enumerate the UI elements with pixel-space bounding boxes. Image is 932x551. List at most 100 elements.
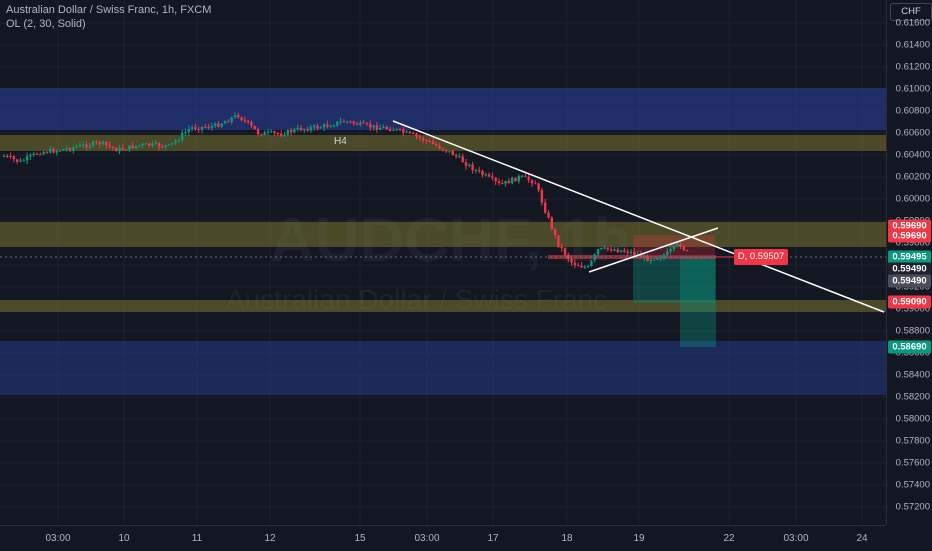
price-tag[interactable]: 0.59490 bbox=[888, 274, 931, 288]
candle-body bbox=[237, 115, 240, 118]
candle-body bbox=[12, 156, 16, 160]
candle-body bbox=[676, 244, 679, 246]
price-axis[interactable]: CHF 0.61600 0.61400 0.61200 0.61000 0.60800 0… bbox=[886, 0, 932, 525]
time-label: 24 bbox=[856, 533, 868, 544]
price-tick: 0.59600 bbox=[895, 237, 930, 249]
candle-body bbox=[309, 127, 313, 131]
candle-body bbox=[560, 246, 563, 249]
candle-body bbox=[29, 154, 32, 157]
candle-body bbox=[431, 141, 435, 144]
candle-body bbox=[586, 266, 590, 268]
candle-body bbox=[514, 177, 517, 182]
candle-body bbox=[679, 244, 682, 247]
candle-body bbox=[230, 117, 233, 122]
candle-body bbox=[124, 149, 128, 151]
candle-body bbox=[313, 125, 316, 128]
candle-body bbox=[606, 247, 610, 250]
candle-body bbox=[428, 140, 431, 142]
candle-body bbox=[481, 170, 484, 175]
supply-zone-upper[interactable] bbox=[0, 88, 886, 130]
candle-body bbox=[167, 143, 171, 146]
time-label: 18 bbox=[561, 533, 573, 544]
price-tag[interactable]: 0.58690 bbox=[888, 340, 931, 354]
candle-body bbox=[619, 250, 623, 253]
stop-loss-area[interactable] bbox=[633, 235, 715, 255]
candle-body bbox=[395, 128, 398, 131]
candle-body bbox=[326, 124, 329, 127]
candle-body bbox=[547, 212, 550, 218]
candle-body bbox=[200, 126, 204, 130]
price-tag[interactable]: 0.59490 bbox=[888, 262, 931, 276]
currency-button[interactable]: CHF bbox=[890, 3, 932, 21]
candle-body bbox=[108, 145, 111, 147]
candle-body bbox=[204, 126, 207, 128]
candle-body bbox=[352, 121, 355, 124]
candle-body bbox=[379, 127, 382, 130]
indicator-legend[interactable]: OL (2, 30, Solid) bbox=[6, 18, 86, 30]
key-zone-0590[interactable] bbox=[0, 300, 886, 312]
candle-body bbox=[626, 251, 629, 254]
candle-body bbox=[280, 133, 283, 136]
price-tick: 0.58200 bbox=[895, 391, 930, 403]
candle-body bbox=[553, 229, 557, 236]
candle-body bbox=[408, 131, 412, 133]
candle-body bbox=[332, 125, 336, 127]
candle-body bbox=[322, 124, 326, 128]
name-watermark: Australian Dollar / Swiss Franc bbox=[226, 284, 608, 315]
candle-body bbox=[527, 176, 530, 181]
candle-body bbox=[187, 128, 190, 133]
position-label[interactable]: D, 0.59507 bbox=[734, 249, 788, 265]
time-axis[interactable]: 03:00 10 11 12 15 03:00 17 18 19 22 03:00 24 bbox=[0, 525, 886, 551]
demand-zone-lower[interactable] bbox=[0, 341, 886, 395]
candle-body bbox=[171, 142, 174, 144]
candle-body bbox=[666, 251, 669, 256]
candle-body bbox=[464, 162, 468, 166]
price-tick: 0.60800 bbox=[895, 105, 930, 117]
descending-trendline[interactable] bbox=[392, 120, 885, 313]
candle-body bbox=[306, 128, 309, 131]
candle-body bbox=[289, 129, 293, 133]
candle-body bbox=[517, 176, 520, 182]
time-label: 12 bbox=[264, 533, 276, 544]
candle-body bbox=[19, 160, 22, 162]
chart-area[interactable]: AUDCHF, 1h Australian Dollar / Swiss Fra… bbox=[0, 0, 886, 525]
candle-body bbox=[316, 125, 319, 129]
candle-body bbox=[181, 133, 184, 141]
candle-body bbox=[207, 127, 210, 129]
price-tag[interactable]: 0.59495 bbox=[888, 250, 931, 264]
candle-body bbox=[190, 127, 194, 129]
candle-body bbox=[478, 170, 481, 172]
candle-body bbox=[336, 121, 339, 126]
candle-body bbox=[174, 140, 177, 143]
ascending-trendline[interactable] bbox=[588, 227, 719, 273]
price-tag[interactable]: 0.59690 bbox=[888, 219, 931, 233]
take-profit-extension[interactable] bbox=[680, 256, 716, 347]
key-zone-060[interactable] bbox=[0, 135, 886, 151]
candle-body bbox=[128, 145, 131, 150]
candle-body bbox=[266, 131, 270, 133]
candlestick-chart[interactable] bbox=[0, 0, 886, 525]
candle-body bbox=[504, 180, 507, 184]
symbol-legend[interactable]: Australian Dollar / Swiss Franc, 1h, FXC… bbox=[6, 4, 212, 16]
candle-body bbox=[72, 147, 75, 151]
time-label: 11 bbox=[191, 533, 203, 544]
candle-body bbox=[652, 259, 656, 261]
candle-body bbox=[365, 123, 369, 125]
candle-body bbox=[685, 250, 689, 252]
take-profit-area[interactable] bbox=[633, 256, 715, 303]
candle-body bbox=[141, 143, 144, 146]
candle-body bbox=[656, 258, 659, 260]
candle-body bbox=[144, 143, 148, 145]
time-label: 22 bbox=[723, 533, 735, 544]
price-tick: 0.60400 bbox=[895, 149, 930, 161]
price-tag[interactable]: 0.59090 bbox=[888, 295, 931, 309]
candle-body bbox=[263, 131, 266, 136]
candle-body bbox=[593, 254, 596, 261]
candle-body bbox=[563, 248, 567, 255]
price-tag[interactable]: 0.59690 bbox=[888, 229, 931, 243]
key-zone-0597[interactable] bbox=[0, 222, 886, 247]
candle-body bbox=[520, 175, 524, 177]
candle-body bbox=[441, 148, 445, 150]
candle-body bbox=[247, 120, 250, 123]
candle-body bbox=[82, 144, 85, 146]
